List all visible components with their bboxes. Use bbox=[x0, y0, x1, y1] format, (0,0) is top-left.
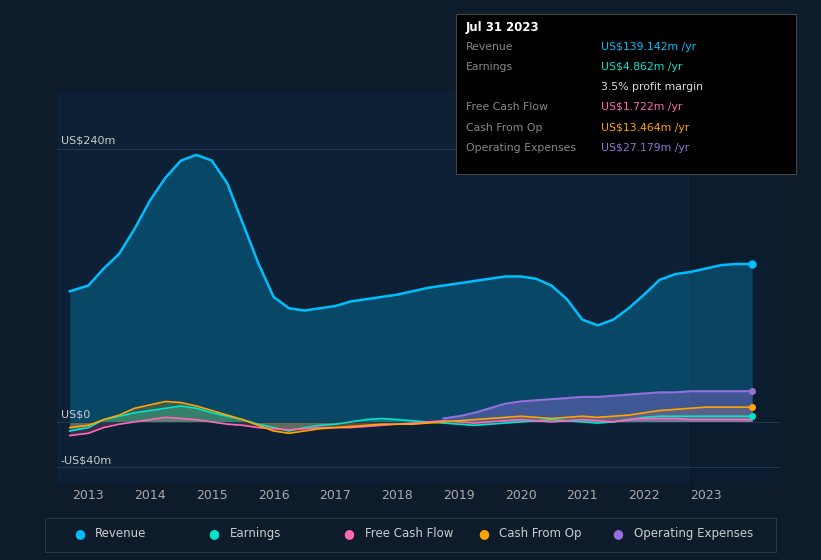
Text: Earnings: Earnings bbox=[230, 526, 282, 540]
Text: Earnings: Earnings bbox=[466, 62, 512, 72]
Text: ●: ● bbox=[209, 526, 219, 540]
Text: ●: ● bbox=[74, 526, 85, 540]
Text: US$4.862m /yr: US$4.862m /yr bbox=[601, 62, 682, 72]
Text: Cash From Op: Cash From Op bbox=[466, 123, 542, 133]
Text: Operating Expenses: Operating Expenses bbox=[466, 143, 576, 153]
Text: 3.5% profit margin: 3.5% profit margin bbox=[601, 82, 703, 92]
Text: ●: ● bbox=[478, 526, 488, 540]
Text: Revenue: Revenue bbox=[466, 42, 513, 52]
Text: ●: ● bbox=[343, 526, 354, 540]
Text: Jul 31 2023: Jul 31 2023 bbox=[466, 21, 539, 34]
Text: Cash From Op: Cash From Op bbox=[499, 526, 581, 540]
Text: Revenue: Revenue bbox=[95, 526, 147, 540]
Text: -US$40m: -US$40m bbox=[61, 455, 112, 465]
Text: US$240m: US$240m bbox=[61, 136, 115, 146]
Text: US$1.722m /yr: US$1.722m /yr bbox=[601, 102, 682, 113]
Text: US$13.464m /yr: US$13.464m /yr bbox=[601, 123, 689, 133]
Bar bbox=[690, 92, 780, 484]
Text: Free Cash Flow: Free Cash Flow bbox=[466, 102, 548, 113]
Text: US$0: US$0 bbox=[61, 409, 89, 419]
Text: US$27.179m /yr: US$27.179m /yr bbox=[601, 143, 689, 153]
Text: US$139.142m /yr: US$139.142m /yr bbox=[601, 42, 696, 52]
Text: ●: ● bbox=[612, 526, 623, 540]
Text: Operating Expenses: Operating Expenses bbox=[634, 526, 753, 540]
Text: Free Cash Flow: Free Cash Flow bbox=[365, 526, 453, 540]
